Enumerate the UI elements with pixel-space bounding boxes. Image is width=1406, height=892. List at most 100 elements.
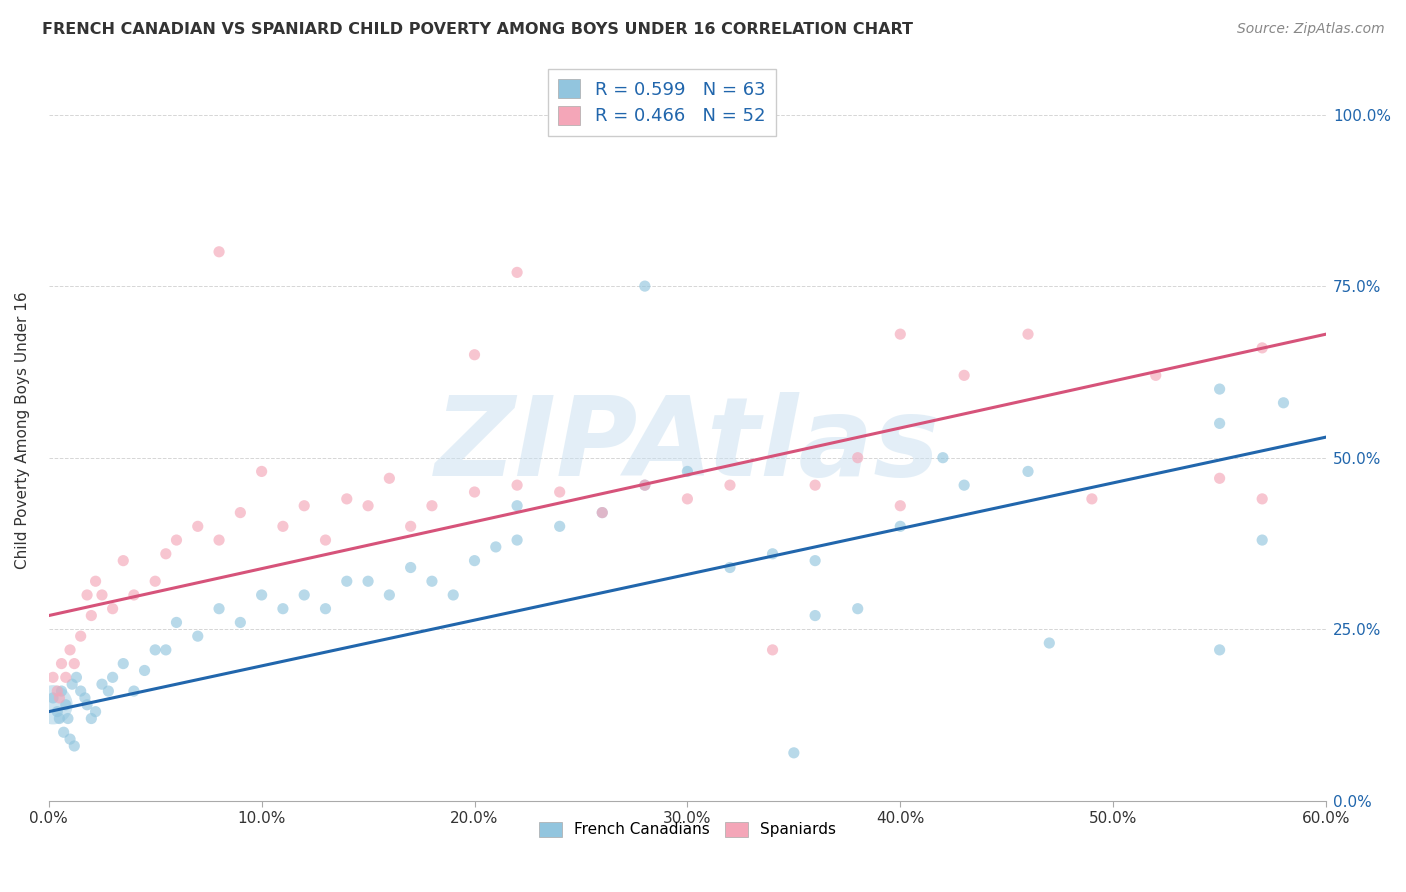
Point <box>166 615 188 630</box>
Point <box>336 574 359 589</box>
Point <box>59 643 82 657</box>
Point <box>846 601 869 615</box>
Point <box>76 588 98 602</box>
Point <box>46 684 69 698</box>
Point <box>143 574 166 589</box>
Point <box>69 684 91 698</box>
Point <box>506 533 529 547</box>
Point <box>101 601 124 615</box>
Point <box>271 601 294 615</box>
Point <box>112 554 135 568</box>
Point <box>51 684 73 698</box>
Point <box>953 478 976 492</box>
Point <box>1144 368 1167 383</box>
Point <box>506 265 529 279</box>
Point <box>55 698 77 712</box>
Point <box>250 465 273 479</box>
Point <box>292 499 315 513</box>
Point <box>292 588 315 602</box>
Point <box>889 519 911 533</box>
Point <box>42 690 65 705</box>
Point <box>676 491 699 506</box>
Point <box>166 533 188 547</box>
Point <box>48 712 70 726</box>
Point <box>718 560 741 574</box>
Point <box>187 629 209 643</box>
Point <box>761 643 783 657</box>
Point <box>399 560 422 574</box>
Point <box>506 499 529 513</box>
Point <box>591 506 613 520</box>
Point <box>548 519 571 533</box>
Point <box>1251 533 1274 547</box>
Point <box>441 588 464 602</box>
Point <box>315 533 337 547</box>
Point <box>1251 491 1274 506</box>
Point <box>336 491 359 506</box>
Point <box>91 677 114 691</box>
Point <box>315 601 337 615</box>
Point <box>122 588 145 602</box>
Point <box>357 499 380 513</box>
Point <box>46 705 69 719</box>
Point <box>229 506 252 520</box>
Point <box>1208 643 1230 657</box>
Text: Source: ZipAtlas.com: Source: ZipAtlas.com <box>1237 22 1385 37</box>
Point <box>48 690 70 705</box>
Point <box>634 478 657 492</box>
Point <box>634 279 657 293</box>
Point <box>155 547 177 561</box>
Y-axis label: Child Poverty Among Boys Under 16: Child Poverty Among Boys Under 16 <box>15 292 30 569</box>
Point <box>101 670 124 684</box>
Point <box>134 664 156 678</box>
Point <box>463 348 485 362</box>
Point <box>399 519 422 533</box>
Text: FRENCH CANADIAN VS SPANIARD CHILD POVERTY AMONG BOYS UNDER 16 CORRELATION CHART: FRENCH CANADIAN VS SPANIARD CHILD POVERT… <box>42 22 912 37</box>
Point <box>97 684 120 698</box>
Point <box>463 554 485 568</box>
Point <box>73 690 96 705</box>
Point <box>187 519 209 533</box>
Legend: French Canadians, Spaniards: French Canadians, Spaniards <box>531 814 844 845</box>
Point <box>143 643 166 657</box>
Point <box>1017 327 1039 342</box>
Point <box>1208 471 1230 485</box>
Point <box>229 615 252 630</box>
Point <box>761 547 783 561</box>
Point <box>271 519 294 533</box>
Point <box>60 677 83 691</box>
Point <box>208 533 231 547</box>
Point <box>591 506 613 520</box>
Point <box>1038 636 1060 650</box>
Point <box>718 478 741 492</box>
Point <box>378 471 401 485</box>
Point <box>55 670 77 684</box>
Point <box>155 643 177 657</box>
Point <box>208 244 231 259</box>
Point <box>420 574 443 589</box>
Point <box>122 684 145 698</box>
Point <box>804 608 827 623</box>
Point <box>51 657 73 671</box>
Point <box>1208 417 1230 431</box>
Point <box>676 465 699 479</box>
Point <box>932 450 955 465</box>
Point <box>52 725 75 739</box>
Point <box>804 554 827 568</box>
Point <box>63 739 86 753</box>
Point <box>634 478 657 492</box>
Point <box>378 588 401 602</box>
Point <box>59 732 82 747</box>
Point <box>889 499 911 513</box>
Point <box>1208 382 1230 396</box>
Point <box>783 746 806 760</box>
Point <box>463 485 485 500</box>
Text: ZIPAtlas: ZIPAtlas <box>434 392 941 499</box>
Point <box>1272 396 1295 410</box>
Point <box>1251 341 1274 355</box>
Point <box>76 698 98 712</box>
Point <box>84 574 107 589</box>
Point <box>953 368 976 383</box>
Point <box>250 588 273 602</box>
Point <box>91 588 114 602</box>
